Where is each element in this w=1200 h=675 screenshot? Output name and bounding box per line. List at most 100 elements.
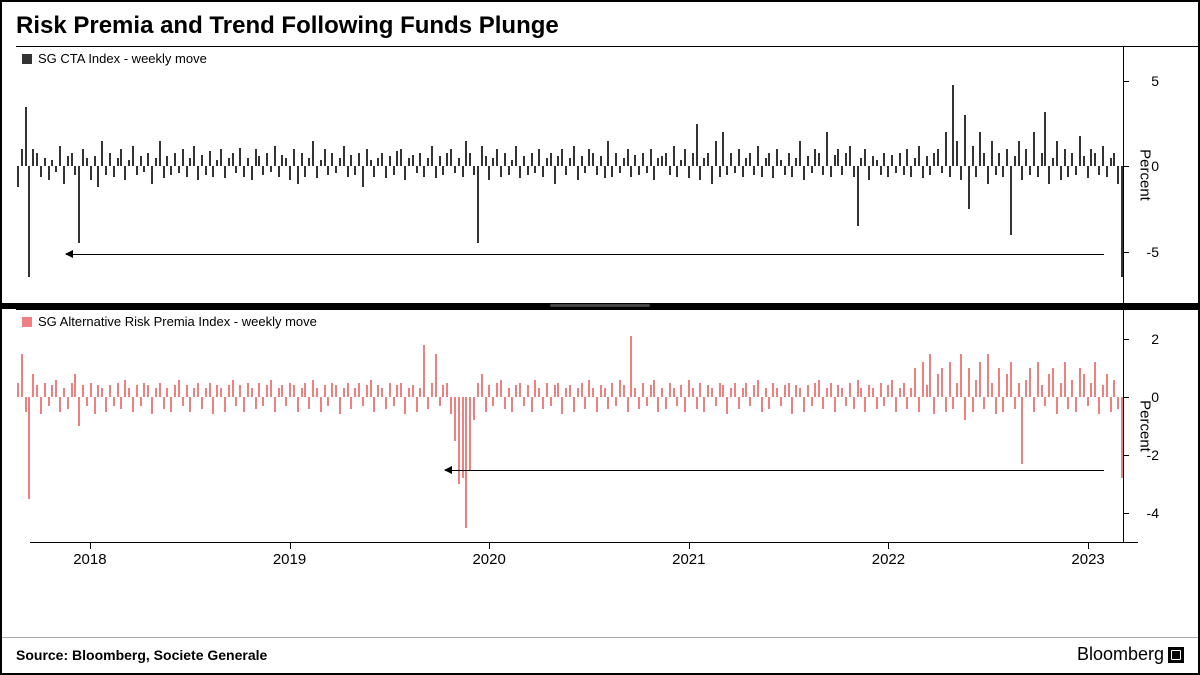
data-bar	[109, 385, 111, 397]
data-bar	[1060, 383, 1062, 398]
data-bar	[707, 385, 709, 397]
data-bar	[880, 383, 882, 398]
data-bar	[393, 397, 395, 406]
data-bar	[600, 156, 602, 166]
data-bar	[511, 160, 513, 167]
data-bar	[795, 385, 797, 397]
data-bar	[684, 149, 686, 166]
data-bar	[488, 166, 490, 180]
data-bar	[312, 141, 314, 167]
data-bar	[803, 397, 805, 412]
data-bar	[1041, 153, 1043, 167]
data-bar	[968, 368, 970, 397]
data-bar	[270, 166, 272, 171]
data-bar	[1113, 153, 1115, 167]
data-bar	[251, 388, 253, 397]
data-bar	[262, 397, 264, 406]
data-bar	[811, 397, 813, 406]
data-bar	[492, 397, 494, 406]
data-bar	[209, 383, 211, 398]
data-bar	[646, 397, 648, 406]
data-bar	[465, 141, 467, 167]
data-bar	[561, 397, 563, 414]
data-bar	[404, 397, 406, 414]
data-bar	[94, 156, 96, 166]
data-bar	[44, 158, 46, 167]
data-bar	[228, 158, 230, 167]
data-bar	[857, 166, 859, 226]
data-bar	[795, 158, 797, 167]
ytick-mark	[1123, 397, 1129, 398]
data-bar	[113, 166, 115, 176]
data-bar	[293, 149, 295, 166]
data-bar	[232, 153, 234, 167]
data-bar	[665, 397, 667, 409]
brand-icon	[1168, 647, 1184, 663]
data-bar	[615, 153, 617, 167]
data-bar	[462, 166, 464, 176]
data-bar	[316, 166, 318, 178]
data-bar	[1075, 166, 1077, 175]
data-bar	[496, 149, 498, 166]
data-bar	[373, 166, 375, 176]
brand: Bloomberg	[1077, 644, 1184, 665]
xtick-label: 2019	[273, 551, 306, 568]
data-bar	[324, 385, 326, 397]
data-bar	[370, 160, 372, 167]
data-bar	[531, 397, 533, 412]
ylabel-arp: Percent	[1137, 400, 1154, 452]
data-bar	[542, 397, 544, 409]
data-bar	[523, 156, 525, 166]
data-bar	[895, 166, 897, 173]
data-bar	[949, 362, 951, 397]
data-bar	[477, 166, 479, 243]
data-bar	[653, 380, 655, 397]
data-bar	[251, 166, 253, 180]
data-bar	[412, 385, 414, 397]
data-bar	[25, 397, 27, 412]
data-bar	[147, 385, 149, 397]
data-bar	[186, 385, 188, 397]
data-bar	[308, 158, 310, 167]
data-bar	[550, 397, 552, 406]
data-bar	[78, 397, 80, 426]
data-bar	[1044, 397, 1046, 406]
data-bar	[914, 368, 916, 397]
data-bar	[504, 397, 506, 409]
data-bar	[469, 397, 471, 470]
ytick-label: 5	[1151, 73, 1159, 89]
data-bar	[270, 380, 272, 397]
data-bar	[281, 155, 283, 167]
data-bar	[784, 166, 786, 175]
data-bar	[439, 156, 441, 166]
data-bar	[711, 388, 713, 397]
data-bar	[189, 397, 191, 412]
data-bar	[442, 166, 444, 175]
data-bar	[569, 385, 571, 397]
data-bar	[765, 158, 767, 167]
data-bar	[40, 166, 42, 176]
data-bar	[1113, 380, 1115, 397]
data-bar	[454, 166, 456, 173]
data-bar	[546, 383, 548, 398]
data-bar	[473, 397, 475, 420]
data-bar	[883, 397, 885, 406]
data-bar	[684, 397, 686, 412]
data-bar	[577, 166, 579, 180]
x-axis: 201820192020202120222023	[30, 542, 1138, 574]
data-bar	[757, 380, 759, 397]
data-bar	[155, 388, 157, 397]
footer: Source: Bloomberg, Societe Generale Bloo…	[2, 637, 1198, 673]
ytick-label: -2	[1147, 447, 1159, 463]
data-bar	[1010, 166, 1012, 234]
data-bar	[615, 397, 617, 406]
data-bar	[964, 397, 966, 420]
data-bar	[435, 354, 437, 398]
ytick-label: -4	[1147, 505, 1159, 521]
data-bar	[630, 166, 632, 176]
data-bar	[109, 153, 111, 167]
data-bar	[36, 153, 38, 167]
data-bar	[189, 158, 191, 167]
data-bar	[377, 158, 379, 167]
data-bar	[887, 166, 889, 176]
